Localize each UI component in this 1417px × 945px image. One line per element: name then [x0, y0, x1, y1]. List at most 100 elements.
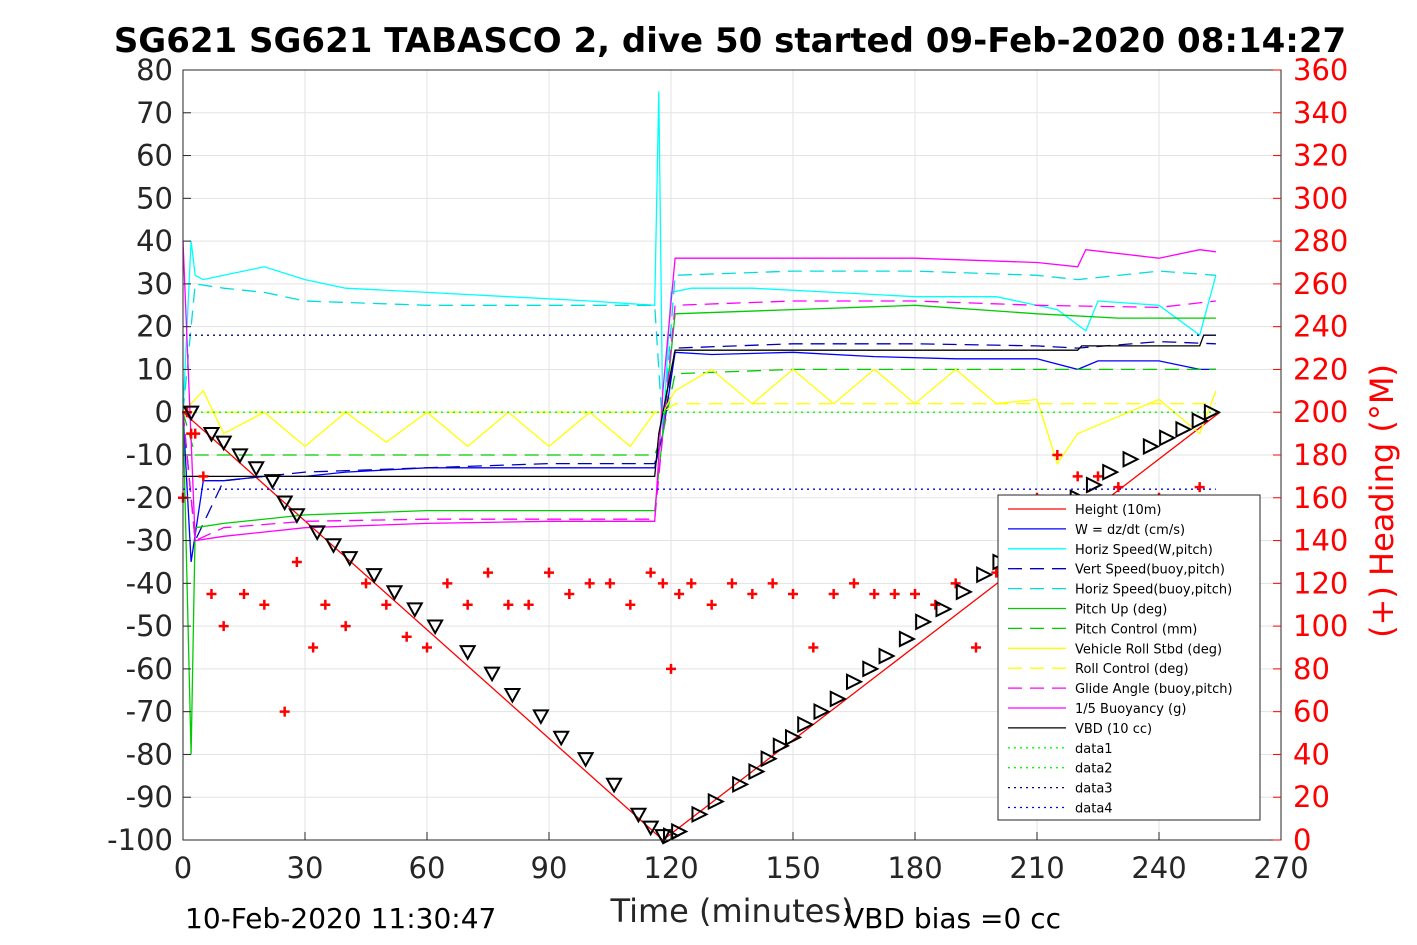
legend-label: data3 — [1075, 782, 1113, 797]
depth-marker — [1203, 403, 1222, 421]
left-tick-label: -90 — [126, 780, 173, 814]
legend-items: Height (10m) W = dz/dt (cm/s) Horiz Speed(… — [1008, 503, 1233, 817]
depth-marker — [275, 495, 294, 512]
heading-marker — [645, 567, 656, 578]
left-tick-label: 80 — [136, 53, 173, 87]
heading-marker — [1072, 471, 1083, 482]
depth-marker — [385, 585, 404, 601]
legend-label: Vert Speed(buoy,pitch) — [1075, 563, 1225, 578]
series-line — [182, 368, 1216, 456]
depth-marker — [955, 583, 974, 601]
depth-marker — [813, 703, 831, 721]
right-tick-label: 340 — [1293, 96, 1348, 130]
depth-marker — [1142, 437, 1161, 456]
right-tick-label: 260 — [1293, 267, 1348, 301]
depth-marker — [976, 566, 994, 584]
right-tick-label: 0 — [1293, 823, 1311, 857]
depth-marker — [797, 715, 815, 734]
left-tick-label: 30 — [136, 267, 173, 301]
depth-marker — [1191, 412, 1209, 430]
depth-marker — [760, 750, 778, 768]
depth-marker — [288, 508, 306, 524]
series-line — [182, 270, 1216, 434]
vbd-bias-footer: VBD bias =0 cc — [845, 902, 1061, 935]
heading-marker — [422, 642, 432, 653]
heading-marker — [523, 599, 534, 610]
depth-marker — [458, 645, 477, 661]
left-tick-label: 70 — [136, 96, 173, 130]
bottom-tick-label: 180 — [887, 851, 942, 885]
bottom-tick-label: 60 — [409, 851, 446, 885]
depth-marker — [846, 673, 864, 691]
series-line — [182, 241, 1216, 542]
left-tick-label: 40 — [136, 224, 173, 258]
depth-marker — [785, 728, 803, 746]
right-tick-label: 300 — [1293, 181, 1348, 215]
heading-marker — [291, 556, 302, 567]
series-line — [182, 340, 1216, 544]
heading-marker — [320, 599, 331, 610]
heading-marker — [279, 706, 290, 717]
heading-marker — [340, 621, 351, 632]
bottom-axis-ticks: 0 30 60 90 120 150 180 210 240 270 — [174, 832, 1309, 885]
depth-marker — [671, 822, 689, 841]
left-tick-label: -60 — [126, 652, 173, 686]
right-tick-label: 80 — [1293, 652, 1330, 686]
depth-marker — [324, 538, 343, 554]
depth-marker — [829, 690, 847, 708]
heading-marker — [930, 599, 941, 610]
legend-label: Height (10m) — [1075, 503, 1161, 518]
heading-marker — [218, 621, 229, 632]
heading-marker — [950, 578, 961, 589]
right-tick-label: 100 — [1293, 609, 1348, 643]
left-tick-label: 60 — [136, 139, 173, 173]
depth-marker — [483, 666, 501, 683]
left-tick-label: -80 — [126, 737, 173, 771]
heading-marker — [503, 599, 514, 610]
heading-marker — [544, 567, 554, 578]
right-tick-label: 220 — [1293, 352, 1348, 386]
right-tick-label: 200 — [1293, 395, 1348, 429]
depth-marker — [1102, 463, 1120, 481]
depth-marker — [263, 474, 282, 490]
legend-label: VBD (10 cc) — [1075, 722, 1152, 737]
bottom-tick-label: 0 — [174, 851, 192, 885]
depth-marker — [1122, 450, 1140, 468]
depth-marker — [862, 660, 880, 678]
legend-label: Pitch Up (deg) — [1075, 603, 1167, 618]
bottom-tick-label: 30 — [287, 851, 324, 885]
depth-marker — [576, 752, 595, 768]
heading-marker — [657, 578, 668, 589]
bottom-tick-label: 90 — [531, 851, 568, 885]
depth-marker — [214, 435, 233, 452]
right-tick-label: 160 — [1293, 481, 1348, 515]
right-tick-label: 120 — [1293, 566, 1348, 600]
right-tick-label: 240 — [1293, 310, 1348, 344]
left-tick-label: -100 — [107, 823, 173, 857]
depth-marker — [935, 600, 953, 618]
right-tick-label: 60 — [1293, 695, 1330, 729]
chart-title: SG621 SG621 TABASCO 2, dive 50 started 0… — [114, 21, 1346, 61]
heading-marker — [206, 589, 217, 600]
heading-marker — [442, 578, 453, 589]
depth-marker — [247, 461, 265, 477]
right-axis-ticks: 3603403203002802602402202001801601401201… — [1273, 53, 1348, 857]
legend-label: data4 — [1075, 802, 1113, 817]
heading-marker — [564, 589, 575, 600]
bottom-tick-label: 150 — [765, 851, 820, 885]
left-axis-ticks: 80 70 60 50 40 30 20 10 0 -10 -20 -30 -40 -50 -60 -70 -8… — [107, 53, 191, 857]
heading-marker — [686, 578, 697, 589]
legend-label: W = dz/dt (cm/s) — [1075, 523, 1185, 538]
depth-marker — [878, 647, 896, 665]
heading-marker — [1052, 450, 1063, 460]
depth-marker — [915, 613, 933, 631]
series-line — [183, 403, 1216, 413]
heading-marker — [971, 642, 981, 653]
series-line — [182, 91, 1217, 434]
legend: Height (10m) W = dz/dt (cm/s) Horiz Speed(… — [997, 494, 1261, 821]
heading-marker — [828, 589, 839, 600]
heading-marker — [808, 642, 819, 653]
depth-marker — [202, 427, 221, 443]
left-tick-label: -40 — [126, 566, 173, 600]
heading-marker — [625, 599, 636, 610]
